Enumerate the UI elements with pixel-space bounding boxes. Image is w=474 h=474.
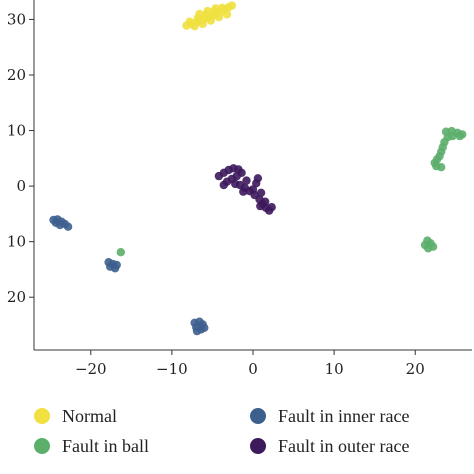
scatter-point: [218, 3, 227, 12]
plot-area: [49, 1, 467, 336]
legend-label: Fault in ball: [62, 436, 149, 456]
legend-item: Fault in inner race: [250, 406, 409, 426]
legend-label: Fault in inner race: [278, 406, 409, 426]
y-tick-label: 20: [7, 288, 26, 306]
scatter-point: [195, 9, 204, 19]
series-normal: [182, 1, 237, 31]
scatter-point: [200, 323, 209, 332]
scatter-point: [437, 163, 446, 172]
axes: −20 −10 0 10 20 30 20 10 0 10 20: [7, 0, 472, 378]
scatter-point: [256, 201, 265, 211]
scatter-point: [214, 13, 224, 22]
legend-item: Fault in outer race: [250, 436, 409, 456]
legend-item: Fault in ball: [34, 436, 149, 456]
legend-label: Fault in outer race: [278, 436, 409, 456]
legend-marker: [250, 408, 266, 424]
scatter-point: [63, 222, 73, 231]
scatter-point: [112, 260, 121, 270]
scatter-point: [203, 6, 212, 16]
x-tick-label: −20: [75, 360, 107, 378]
x-tick-label: 10: [325, 360, 344, 378]
series-fault-in-inner-race: [49, 215, 209, 336]
scatter-point: [116, 248, 126, 257]
y-tick-label: 10: [7, 122, 26, 140]
y-tick-label: 30: [7, 10, 26, 28]
y-tick-label: 0: [16, 177, 26, 195]
x-tick-label: 0: [248, 360, 258, 378]
scatter-point: [267, 203, 276, 212]
x-tick-label: −10: [156, 360, 188, 378]
scatter-point: [448, 131, 457, 141]
legend-label: Normal: [62, 406, 117, 426]
scatter-point: [253, 174, 263, 183]
y-tick-label: 20: [7, 66, 26, 84]
scatter-point: [206, 16, 215, 25]
scatter-point: [420, 240, 430, 250]
series-fault-in-outer-race: [214, 164, 276, 215]
legend: Normal Fault in inner race Fault in ball Fa…: [34, 406, 409, 456]
scatter-point: [242, 176, 251, 185]
legend-marker: [250, 438, 266, 454]
scatter-point: [55, 220, 65, 230]
legend-marker: [34, 408, 50, 424]
x-tick-label: 20: [406, 360, 425, 378]
scatter-point: [190, 21, 199, 31]
scatter-point: [211, 4, 220, 13]
scatter-point: [455, 131, 464, 141]
scatter-point: [198, 19, 207, 29]
scatter-point: [227, 1, 237, 10]
legend-marker: [34, 438, 50, 454]
scatter-point: [256, 188, 266, 197]
scatter-point: [219, 180, 228, 190]
legend-item: Normal: [34, 406, 117, 426]
scatter-point: [222, 10, 232, 19]
scatter-point: [239, 187, 248, 196]
scatter-point: [192, 326, 202, 336]
y-tick-label: 10: [7, 233, 26, 251]
series-fault-in-ball: [116, 126, 467, 257]
